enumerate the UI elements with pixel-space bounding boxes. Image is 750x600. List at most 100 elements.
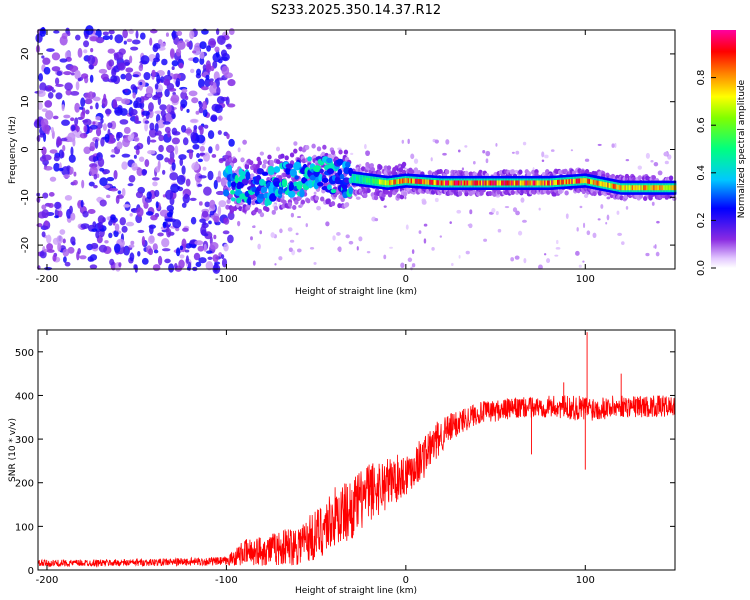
noise-blob: [170, 94, 180, 104]
noise-blob: [227, 79, 236, 87]
noise-blob: [91, 228, 98, 233]
noise-blob: [83, 49, 88, 54]
noise-blob: [191, 162, 200, 171]
noise-blob: [63, 174, 71, 178]
noise-blob: [89, 166, 98, 177]
noise-blob: [62, 248, 70, 257]
colorbar-gradient: [711, 30, 736, 268]
noise-blob: [556, 239, 559, 245]
noise-blob: [515, 210, 520, 216]
noise-blob: [205, 261, 214, 271]
noise-blob: [77, 77, 82, 82]
noise-blob: [130, 208, 136, 212]
noise-blob: [213, 234, 217, 240]
noise-blob: [616, 210, 620, 215]
noise-blob: [654, 244, 657, 249]
noise-blob: [46, 243, 54, 251]
ridge-halo: [370, 166, 376, 172]
noise-blob: [113, 230, 119, 238]
noise-blob: [184, 128, 193, 134]
noise-blob: [215, 176, 222, 183]
ridge-halo: [384, 189, 390, 195]
noise-blob: [165, 189, 174, 200]
noise-blob: [189, 197, 197, 202]
noise-blob: [137, 250, 141, 257]
noise-blob: [186, 108, 190, 113]
ridge-halo: [373, 195, 379, 201]
noise-blob: [175, 77, 181, 88]
noise-blob: [130, 240, 135, 246]
noise-blob: [237, 220, 241, 227]
ridge-halo: [571, 170, 577, 176]
ridge-blob: [318, 173, 323, 182]
ridge-blob: [299, 189, 305, 198]
noise-blob: [579, 205, 583, 209]
noise-blob: [171, 66, 175, 71]
noise-blob: [81, 73, 89, 79]
ridge-halo: [304, 144, 310, 150]
ridge-halo: [518, 169, 523, 175]
ridge-blob: [261, 186, 268, 193]
noise-blob: [423, 238, 427, 244]
noise-blob: [172, 219, 182, 229]
noise-blob: [141, 235, 146, 246]
noise-blob: [67, 132, 76, 143]
noise-blob: [179, 254, 185, 259]
noise-blob: [164, 88, 170, 98]
ridge-halo: [292, 205, 297, 211]
noise-blob: [126, 38, 133, 43]
noise-blob: [226, 43, 232, 50]
noise-blob: [497, 228, 502, 233]
noise-blob: [68, 154, 76, 163]
ridge-blob: [285, 163, 294, 169]
noise-blob: [203, 243, 207, 253]
noise-blob: [184, 249, 190, 253]
noise-blob: [144, 120, 150, 124]
ridge-halo: [464, 170, 469, 176]
noise-blob: [39, 27, 47, 37]
spectrogram-ridge: [222, 143, 677, 218]
noise-blob: [101, 97, 108, 108]
noise-blob: [555, 246, 561, 250]
noise-blob: [228, 138, 235, 147]
ridge-blob: [236, 197, 242, 204]
ridge-blob: [321, 185, 329, 191]
noise-blob: [355, 196, 361, 200]
noise-blob: [67, 246, 75, 254]
noise-blob: [70, 124, 76, 132]
noise-blob: [124, 89, 128, 93]
noise-blob: [90, 258, 94, 262]
ridge-halo: [262, 159, 268, 165]
noise-blob: [125, 221, 135, 227]
ridge-blob: [289, 168, 297, 177]
noise-blob: [200, 225, 207, 236]
noise-blob: [257, 243, 261, 250]
noise-blob: [154, 189, 160, 198]
noise-blob: [51, 52, 61, 61]
colorbar-tick-label: 0.4: [696, 165, 707, 181]
noise-blob: [99, 199, 107, 207]
noise-blob: [383, 254, 387, 260]
ridge-halo: [282, 172, 287, 178]
ridge-halo: [257, 160, 262, 166]
noise-blob: [171, 137, 180, 145]
ridge-blob: [257, 193, 266, 199]
noise-blob: [74, 117, 79, 126]
ridge-halo: [592, 191, 597, 197]
noise-blob: [350, 152, 354, 156]
noise-blob: [92, 156, 97, 162]
ridge-halo: [593, 171, 598, 177]
noise-blob: [407, 257, 413, 262]
noise-blob: [482, 150, 486, 154]
noise-blob: [95, 230, 100, 239]
noise-blob: [205, 74, 210, 81]
ridge-blob: [277, 189, 283, 195]
noise-blob: [469, 209, 473, 215]
ridge-blob: [287, 190, 296, 198]
noise-blob: [64, 261, 71, 267]
noise-blob: [43, 124, 50, 135]
x-tick-label: -200: [36, 575, 59, 586]
noise-blob: [178, 62, 184, 69]
noise-blob: [464, 145, 468, 148]
ridge-halo: [378, 164, 383, 170]
